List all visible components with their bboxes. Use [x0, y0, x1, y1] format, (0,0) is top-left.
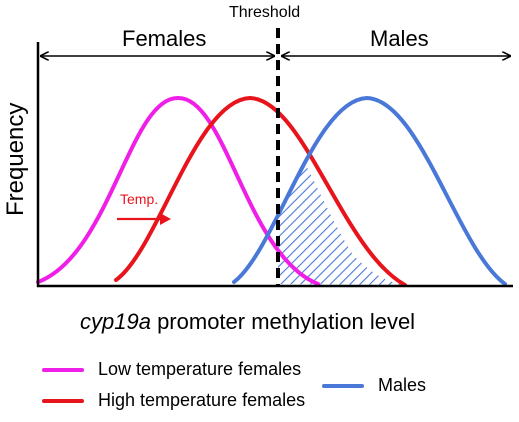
males-curve [232, 95, 507, 286]
legend-label-low-temp-females: Low temperature females [98, 359, 302, 379]
legend-label-high-temp-females: High temperature females [98, 390, 306, 410]
legend-swatch-high-temp-females [42, 398, 84, 403]
legend-swatch-males [322, 383, 364, 388]
high-temp-females-curve [114, 95, 407, 287]
females-range-label: Females [122, 26, 207, 51]
threshold-label: Threshold [229, 4, 301, 21]
y-axis-label: Frequency [2, 102, 29, 216]
temp-shift-arrowhead [160, 213, 171, 225]
legend-label-males: Males [378, 375, 427, 395]
legend-item-males: Males [322, 375, 426, 396]
temp-label: Temp. [120, 191, 159, 207]
overlap-hatched-region [278, 117, 405, 285]
low-temp-females-curve [36, 95, 320, 286]
males-range-label: Males [370, 26, 429, 51]
x-axis-label: cyp19a promoter methylation level [80, 311, 415, 333]
x-axis-label-rest: promoter methylation level [150, 309, 416, 334]
legend-item-high-temp-females: High temperature females [42, 390, 305, 411]
legend-item-low-temp-females: Low temperature females [42, 359, 301, 380]
x-axis-gene-name: cyp19a [80, 309, 151, 334]
legend-swatch-low-temp-females [42, 367, 84, 372]
